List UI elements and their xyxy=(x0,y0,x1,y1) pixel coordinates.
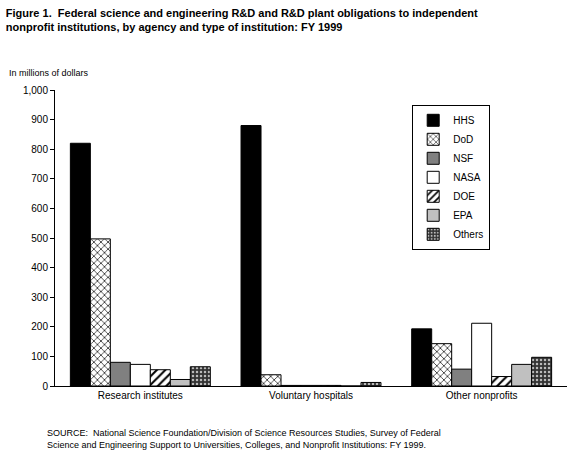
svg-text:300: 300 xyxy=(31,292,48,303)
svg-text:Other nonprofits: Other nonprofits xyxy=(446,390,518,401)
svg-text:DOE: DOE xyxy=(453,191,475,202)
svg-text:500: 500 xyxy=(31,233,48,244)
svg-text:In millions of dollars: In millions of dollars xyxy=(9,68,89,78)
svg-text:100: 100 xyxy=(31,351,48,362)
svg-text:NASA: NASA xyxy=(453,172,481,183)
svg-text:0: 0 xyxy=(42,381,48,392)
svg-text:1,000: 1,000 xyxy=(23,85,48,96)
svg-text:200: 200 xyxy=(31,321,48,332)
svg-text:EPA: EPA xyxy=(453,210,473,221)
svg-text:Voluntary hospitals: Voluntary hospitals xyxy=(269,390,353,401)
svg-text:400: 400 xyxy=(31,262,48,273)
svg-text:Research institutes: Research institutes xyxy=(98,390,183,401)
svg-text:Figure 1. Federal science and: Figure 1. Federal science and engineerin… xyxy=(6,7,478,33)
svg-text:DoD: DoD xyxy=(453,134,473,145)
svg-text:600: 600 xyxy=(31,203,48,214)
svg-text:700: 700 xyxy=(31,173,48,184)
svg-text:900: 900 xyxy=(31,114,48,125)
svg-text:NSF: NSF xyxy=(453,153,473,164)
svg-text:SOURCE: National Science Foun: SOURCE: National Science Foundation/Divi… xyxy=(47,428,441,450)
svg-text:800: 800 xyxy=(31,144,48,155)
svg-text:HHS: HHS xyxy=(453,115,474,126)
svg-text:Others: Others xyxy=(453,229,483,240)
